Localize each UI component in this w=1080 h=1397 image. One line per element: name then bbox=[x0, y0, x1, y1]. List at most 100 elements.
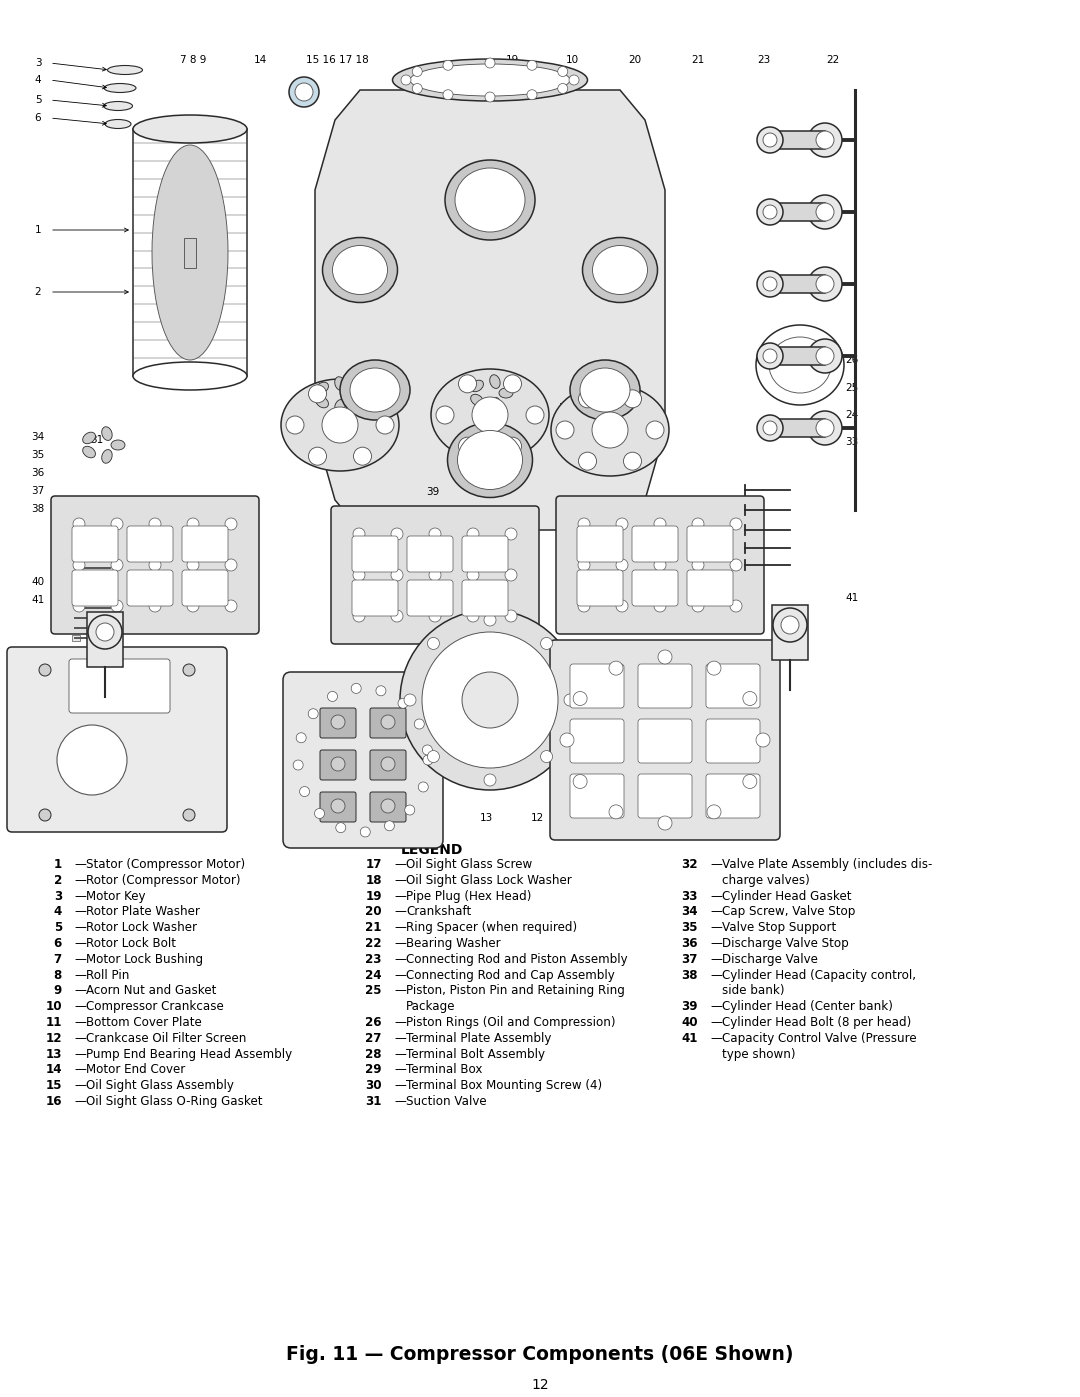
Text: —: — bbox=[710, 921, 721, 935]
Circle shape bbox=[692, 599, 704, 612]
Text: —: — bbox=[394, 905, 406, 918]
FancyBboxPatch shape bbox=[570, 664, 624, 708]
Text: Oil Sight Glass Lock Washer: Oil Sight Glass Lock Washer bbox=[406, 873, 571, 887]
FancyBboxPatch shape bbox=[570, 719, 624, 763]
FancyBboxPatch shape bbox=[570, 774, 624, 819]
Text: 17: 17 bbox=[365, 858, 382, 870]
Text: Rotor Lock Washer: Rotor Lock Washer bbox=[86, 921, 197, 935]
Text: Cap Screw, Valve Stop: Cap Screw, Valve Stop bbox=[723, 905, 855, 918]
Circle shape bbox=[762, 277, 777, 291]
Circle shape bbox=[353, 528, 365, 541]
Circle shape bbox=[309, 447, 326, 465]
Circle shape bbox=[353, 569, 365, 581]
Text: Connecting Rod and Cap Assembly: Connecting Rod and Cap Assembly bbox=[406, 968, 615, 982]
Text: 24: 24 bbox=[846, 409, 859, 420]
Circle shape bbox=[773, 608, 807, 643]
Circle shape bbox=[418, 782, 429, 792]
Text: Terminal Bolt Assembly: Terminal Bolt Assembly bbox=[406, 1048, 545, 1060]
Polygon shape bbox=[315, 89, 665, 529]
Circle shape bbox=[730, 518, 742, 529]
Circle shape bbox=[381, 799, 395, 813]
Text: 12: 12 bbox=[45, 1032, 62, 1045]
Circle shape bbox=[111, 518, 123, 529]
Circle shape bbox=[505, 569, 517, 581]
Bar bbox=[772, 605, 808, 659]
Text: —: — bbox=[75, 985, 86, 997]
Ellipse shape bbox=[455, 168, 525, 232]
Circle shape bbox=[296, 733, 307, 743]
Text: 40: 40 bbox=[31, 577, 44, 587]
Text: —: — bbox=[75, 1063, 86, 1077]
Bar bbox=[72, 615, 80, 622]
Text: —: — bbox=[394, 890, 406, 902]
Ellipse shape bbox=[570, 360, 640, 420]
Ellipse shape bbox=[489, 398, 500, 411]
Circle shape bbox=[526, 407, 544, 425]
Circle shape bbox=[646, 420, 664, 439]
Text: Rotor Lock Bolt: Rotor Lock Bolt bbox=[86, 937, 176, 950]
Text: 28: 28 bbox=[309, 813, 323, 823]
Text: charge valves): charge valves) bbox=[723, 873, 810, 887]
Circle shape bbox=[808, 411, 842, 446]
Text: 32: 32 bbox=[558, 402, 571, 414]
Circle shape bbox=[299, 787, 310, 796]
Text: type shown): type shown) bbox=[723, 1048, 796, 1060]
Text: Stator (Compressor Motor): Stator (Compressor Motor) bbox=[86, 858, 245, 870]
Circle shape bbox=[384, 821, 394, 831]
Circle shape bbox=[351, 683, 361, 693]
Text: —: — bbox=[394, 873, 406, 887]
Circle shape bbox=[730, 599, 742, 612]
Text: 32: 32 bbox=[681, 858, 698, 870]
Circle shape bbox=[578, 599, 590, 612]
Text: 11: 11 bbox=[45, 1016, 62, 1030]
Ellipse shape bbox=[111, 440, 125, 450]
FancyBboxPatch shape bbox=[320, 792, 356, 821]
Circle shape bbox=[423, 754, 433, 766]
Text: Capacity Control Valve (Pressure: Capacity Control Valve (Pressure bbox=[723, 1032, 917, 1045]
Text: 35: 35 bbox=[31, 450, 44, 460]
Text: Motor Lock Bushing: Motor Lock Bushing bbox=[86, 953, 203, 965]
Ellipse shape bbox=[323, 237, 397, 303]
Circle shape bbox=[623, 453, 642, 471]
Text: —: — bbox=[710, 1032, 721, 1045]
Circle shape bbox=[730, 559, 742, 571]
Circle shape bbox=[422, 631, 558, 768]
Text: 4: 4 bbox=[54, 905, 62, 918]
Circle shape bbox=[187, 559, 199, 571]
Circle shape bbox=[289, 77, 319, 108]
Text: 39: 39 bbox=[427, 488, 440, 497]
Text: —: — bbox=[75, 1095, 86, 1108]
Circle shape bbox=[541, 637, 553, 650]
Text: 5: 5 bbox=[54, 921, 62, 935]
FancyBboxPatch shape bbox=[283, 672, 443, 848]
Text: 26: 26 bbox=[365, 1016, 382, 1030]
FancyBboxPatch shape bbox=[370, 792, 406, 821]
Bar bbox=[72, 564, 80, 571]
Text: 27: 27 bbox=[365, 1032, 382, 1045]
Circle shape bbox=[225, 518, 237, 529]
Circle shape bbox=[413, 67, 422, 77]
Circle shape bbox=[459, 374, 476, 393]
Text: Oil Sight Glass Assembly: Oil Sight Glass Assembly bbox=[86, 1080, 234, 1092]
Text: Pipe Plug (Hex Head): Pipe Plug (Hex Head) bbox=[406, 890, 531, 902]
Text: 7 8 9: 7 8 9 bbox=[179, 54, 206, 66]
Ellipse shape bbox=[769, 337, 831, 393]
Text: Piston, Piston Pin and Retaining Ring: Piston, Piston Pin and Retaining Ring bbox=[406, 985, 625, 997]
Text: 29: 29 bbox=[31, 678, 44, 687]
Circle shape bbox=[505, 610, 517, 622]
Circle shape bbox=[73, 559, 85, 571]
Circle shape bbox=[391, 528, 403, 541]
Text: —: — bbox=[75, 873, 86, 887]
Text: 15 16 17 18: 15 16 17 18 bbox=[306, 54, 368, 66]
Ellipse shape bbox=[315, 383, 328, 394]
Text: 33: 33 bbox=[579, 457, 592, 467]
Bar bbox=[72, 595, 80, 601]
FancyBboxPatch shape bbox=[550, 640, 780, 840]
Circle shape bbox=[391, 569, 403, 581]
Text: —: — bbox=[710, 968, 721, 982]
Circle shape bbox=[541, 750, 553, 763]
Text: 10: 10 bbox=[45, 1000, 62, 1013]
Circle shape bbox=[503, 437, 522, 455]
Circle shape bbox=[485, 92, 495, 102]
Text: 3: 3 bbox=[54, 890, 62, 902]
